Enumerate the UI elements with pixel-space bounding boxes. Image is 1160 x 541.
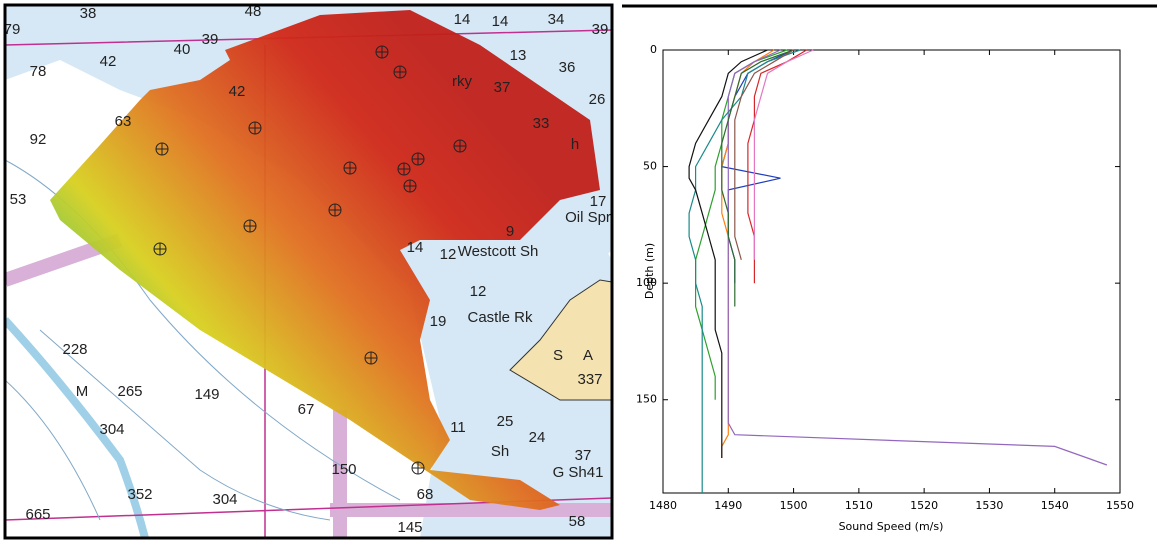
profile-line [722, 50, 794, 307]
x-tick-label: 1550 [1106, 499, 1134, 512]
x-tick-label: 1480 [649, 499, 677, 512]
map-label: h [571, 136, 579, 153]
y-tick-label: 150 [636, 393, 657, 406]
map-label: 25 [497, 413, 514, 430]
map-label: 42 [100, 53, 117, 70]
map-label: 26 [589, 91, 606, 108]
map-label: Sh [491, 443, 509, 460]
map-label: 53 [10, 191, 27, 208]
map-label: 39 [592, 21, 609, 38]
map-label: rky [452, 73, 472, 90]
map-label: 63 [115, 113, 132, 130]
map-label: 67 [298, 401, 315, 418]
map-label: 68 [417, 486, 434, 503]
map-label: 12 [470, 283, 487, 300]
map-label: 13 [510, 47, 527, 64]
profile-line [748, 50, 807, 283]
map-label: S [553, 347, 563, 364]
map-label: 38 [80, 5, 97, 22]
x-tick-label: 1490 [714, 499, 742, 512]
map-label: 42 [229, 83, 246, 100]
map-label: 665 [25, 506, 50, 523]
map-label: 12 [440, 246, 457, 263]
x-axis-label: Sound Speed (m/s) [839, 520, 944, 533]
map-label: A [583, 347, 593, 364]
x-tick-label: 1500 [780, 499, 808, 512]
profile-line [689, 50, 800, 493]
map-label: 33 [533, 115, 550, 132]
map-label: 39 [202, 31, 219, 48]
map-label: G Sh41 [553, 464, 604, 481]
x-tick-label: 1530 [975, 499, 1003, 512]
map-label: 9 [506, 223, 514, 240]
x-tick-label: 1510 [845, 499, 873, 512]
map-label: 11 [450, 419, 466, 436]
y-tick-label: 0 [650, 43, 657, 56]
x-tick-label: 1540 [1041, 499, 1069, 512]
x-tick-label: 1520 [910, 499, 938, 512]
map-label: 145 [397, 519, 422, 536]
map-label: 150 [331, 461, 356, 478]
map-label: 265 [117, 383, 142, 400]
map-label: 58 [569, 513, 586, 530]
y-axis-label: Depth (m) [643, 243, 656, 299]
plot-frame [663, 50, 1120, 493]
map-label: 14 [454, 11, 471, 28]
profile-line [754, 50, 813, 260]
map-label: 37 [575, 447, 592, 464]
map-label: Oil Spr [565, 209, 611, 226]
map-label: 304 [212, 491, 237, 508]
map-label: 40 [174, 41, 191, 58]
map-label: 34 [548, 11, 565, 28]
map-label: 304 [99, 421, 124, 438]
map-label: 352 [127, 486, 152, 503]
map-label: 19 [430, 313, 447, 330]
map-label: 149 [194, 386, 219, 403]
map-label: 78 [30, 63, 47, 80]
profile-line [728, 50, 1107, 465]
map-label: 337 [577, 371, 602, 388]
map-label: Westcott Sh [458, 243, 539, 260]
map-label: 92 [30, 131, 47, 148]
map-label: 17 [590, 193, 607, 210]
page: 38481414343979403942781336rky37422663923… [0, 0, 1160, 541]
y-tick-label: 50 [643, 160, 657, 173]
map-label: 14 [492, 13, 509, 30]
map-label: 14 [407, 239, 424, 256]
y-tick-label: 100 [636, 276, 657, 289]
map-label: Castle Rk [467, 309, 533, 326]
map-label: 24 [529, 429, 546, 446]
map-label: M [76, 383, 89, 400]
map-label: 37 [494, 79, 511, 96]
profile-line [696, 50, 787, 400]
map-label: 228 [62, 341, 87, 358]
map-label: 36 [559, 59, 576, 76]
